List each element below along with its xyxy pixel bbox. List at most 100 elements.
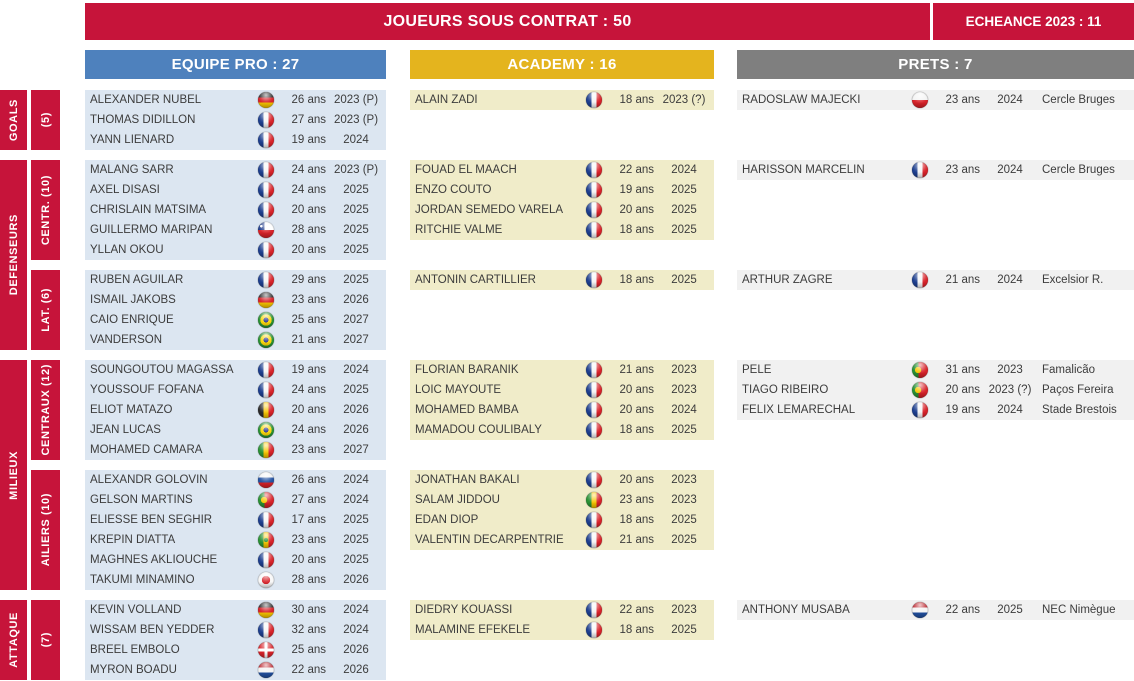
player-age: 20 ans <box>291 204 326 216</box>
player-contract-year: 2023 <box>671 474 697 486</box>
flag-japan-icon <box>258 572 274 588</box>
player-name: ANTHONY MUSABA <box>742 604 850 616</box>
player-contract-year: 2023 (?) <box>988 384 1032 396</box>
flag-france-icon <box>586 382 602 398</box>
flag-mali-icon <box>586 492 602 508</box>
player-age: 19 ans <box>291 364 326 376</box>
player-age: 20 ans <box>619 384 654 396</box>
player-contract-year: 2024 <box>997 94 1023 106</box>
player-age: 21 ans <box>619 534 654 546</box>
player-row: MOHAMED BAMBA 20 ans 2024 <box>410 400 714 420</box>
player-row: ALAIN ZADI 18 ans 2023 (?) <box>410 90 714 110</box>
flag-france-icon <box>586 402 602 418</box>
player-age: 22 ans <box>291 664 326 676</box>
player-contract-year: 2023 <box>671 494 697 506</box>
flag-brazil-icon <box>258 312 274 328</box>
player-contract-year: 2024 <box>997 404 1023 416</box>
player-contract-year: 2025 <box>343 554 369 566</box>
player-name: FLORIAN BARANIK <box>415 364 519 376</box>
flag-poland-icon <box>912 92 928 108</box>
flag-france-icon <box>586 532 602 548</box>
player-name: CHRISLAIN MATSIMA <box>90 204 207 216</box>
player-row: YOUSSOUF FOFANA 24 ans 2025 <box>85 380 386 400</box>
flag-germany-icon <box>258 602 274 618</box>
flag-france-icon <box>586 512 602 528</box>
flag-france-icon <box>586 202 602 218</box>
top-banner: JOUEURS SOUS CONTRAT : 50 ECHEANCE 2023 … <box>85 3 1134 40</box>
academy-centr-rows: FOUAD EL MAACH 22 ans 2024 ENZO COUTO 19 ans… <box>410 160 714 240</box>
player-name: YOUSSOUF FOFANA <box>90 384 204 396</box>
player-row: THOMAS DIDILLON 27 ans 2023 (P) <box>85 110 386 130</box>
flag-mali-icon <box>258 442 274 458</box>
group-goals-count-text: (5) <box>39 112 52 128</box>
player-contract-year: 2024 <box>343 604 369 616</box>
player-age: 27 ans <box>291 114 326 126</box>
flag-france-icon <box>586 272 602 288</box>
player-contract-year: 2025 <box>343 184 369 196</box>
player-name: RUBEN AGUILAR <box>90 274 184 286</box>
player-name: GUILLERMO MARIPAN <box>90 224 213 236</box>
flag-france-icon <box>258 362 274 378</box>
player-row: ANTHONY MUSABA 22 ans 2025 NEC Nimègue <box>737 600 1134 620</box>
player-name: MAGHNES AKLIOUCHE <box>90 554 218 566</box>
player-name: MAMADOU COULIBALY <box>415 424 542 436</box>
player-name: MYRON BOADU <box>90 664 177 676</box>
player-name: DIEDRY KOUASSI <box>415 604 513 616</box>
player-age: 19 ans <box>945 404 980 416</box>
player-name: ENZO COUTO <box>415 184 492 196</box>
player-contract-year: 2026 <box>343 574 369 586</box>
player-name: ALEXANDER NUBEL <box>90 94 202 106</box>
flag-france-icon <box>586 92 602 108</box>
player-name: EDAN DIOP <box>415 514 479 526</box>
player-age: 18 ans <box>619 94 654 106</box>
pro-attaque-rows: KEVIN VOLLAND 30 ans 2024 WISSAM BEN YEDDER… <box>85 600 386 680</box>
player-row: RADOSLAW MAJECKI 23 ans 2024 Cercle Bruges <box>737 90 1134 110</box>
flag-chile-icon <box>258 222 274 238</box>
subgroup-centr-text: CENTR. (10) <box>39 174 52 246</box>
player-age: 24 ans <box>291 424 326 436</box>
player-contract-year: 2027 <box>343 314 369 326</box>
player-row: PELE 31 ans 2023 Famalicão <box>737 360 1134 380</box>
flag-france-icon <box>258 202 274 218</box>
player-contract-year: 2025 <box>671 224 697 236</box>
loan-club: NEC Nimègue <box>1042 604 1116 616</box>
player-row: GELSON MARTINS 27 ans 2024 <box>85 490 386 510</box>
flag-france-icon <box>258 112 274 128</box>
player-contract-year: 2026 <box>343 294 369 306</box>
flag-brazil-icon <box>258 332 274 348</box>
player-row: LOIC MAYOUTE 20 ans 2023 <box>410 380 714 400</box>
player-row: GUILLERMO MARIPAN 28 ans 2025 <box>85 220 386 240</box>
player-contract-year: 2023 <box>671 364 697 376</box>
flag-france-icon <box>258 182 274 198</box>
player-row: YLLAN OKOU 20 ans 2025 <box>85 240 386 260</box>
player-age: 25 ans <box>291 314 326 326</box>
academy-goals-rows: ALAIN ZADI 18 ans 2023 (?) <box>410 90 714 110</box>
subgroup-centraux-label: CENTRAUX (12) <box>31 360 60 460</box>
player-name: JORDAN SEMEDO VARELA <box>415 204 564 216</box>
player-row: JONATHAN BAKALI 20 ans 2023 <box>410 470 714 490</box>
player-row: SOUNGOUTOU MAGASSA 19 ans 2024 <box>85 360 386 380</box>
header-academy: ACADEMY : 16 <box>410 50 714 79</box>
player-age: 22 ans <box>619 604 654 616</box>
player-row: MALAMINE EFEKELE 18 ans 2025 <box>410 620 714 640</box>
player-name: FELIX LEMARECHAL <box>742 404 856 416</box>
flag-france-icon <box>258 512 274 528</box>
player-name: MOHAMED BAMBA <box>415 404 519 416</box>
player-age: 20 ans <box>291 244 326 256</box>
prets-centr-rows: HARISSON MARCELIN 23 ans 2024 Cercle Bruges <box>737 160 1134 180</box>
player-name: GELSON MARTINS <box>90 494 193 506</box>
player-age: 32 ans <box>291 624 326 636</box>
player-age: 29 ans <box>291 274 326 286</box>
pro-centr-rows: MALANG SARR 24 ans 2023 (P) AXEL DISASI 24 a… <box>85 160 386 260</box>
group-attaque-text: ATTAQUE <box>7 612 20 668</box>
player-name: HARISSON MARCELIN <box>742 164 865 176</box>
player-contract-year: 2025 <box>671 184 697 196</box>
player-age: 25 ans <box>291 644 326 656</box>
player-age: 23 ans <box>291 534 326 546</box>
player-row: CHRISLAIN MATSIMA 20 ans 2025 <box>85 200 386 220</box>
player-age: 18 ans <box>619 274 654 286</box>
player-age: 21 ans <box>291 334 326 346</box>
player-contract-year: 2025 <box>671 624 697 636</box>
player-name: AXEL DISASI <box>90 184 160 196</box>
group-defenseurs-label: DEFENSEURS <box>0 160 27 350</box>
